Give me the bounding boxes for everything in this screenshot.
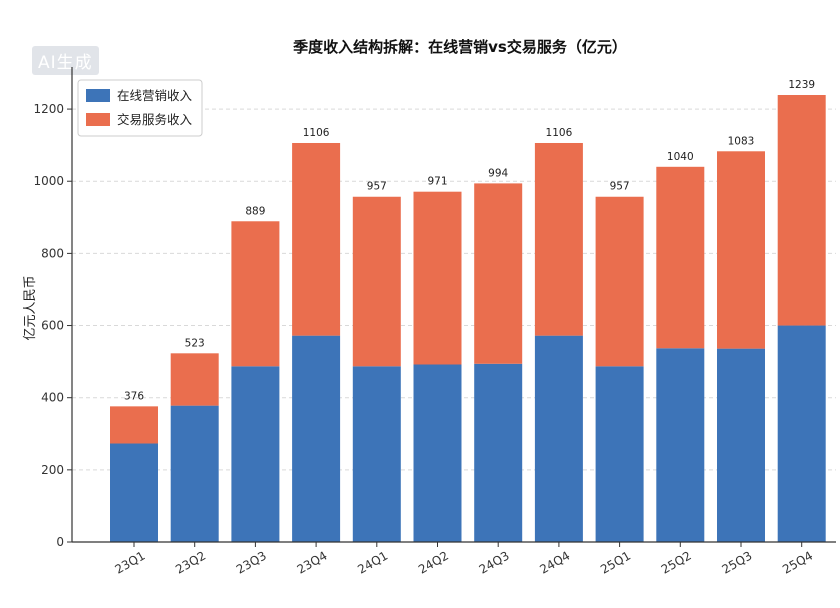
bars: 376 523 889 1106 957 971 994 1106 957 1040 1083 123…	[110, 79, 826, 542]
bar-trade-service	[777, 95, 826, 326]
bar-online-marketing	[534, 335, 583, 542]
y-tick-label: 0	[56, 535, 64, 549]
bar-total-label: 1106	[303, 127, 330, 139]
bar-online-marketing	[777, 325, 826, 542]
x-tick-label: 24Q2	[416, 548, 451, 576]
y-tick-label: 1200	[33, 102, 64, 116]
bar-trade-service	[231, 221, 280, 367]
bar-online-marketing	[352, 366, 401, 542]
bar-trade-service	[534, 142, 583, 336]
bar-trade-service	[170, 353, 219, 406]
x-tick-label: 25Q1	[598, 548, 633, 576]
bar-online-marketing	[656, 348, 705, 542]
legend-swatch-trade	[86, 113, 110, 126]
bar-total-label: 1083	[728, 135, 755, 147]
bar-online-marketing	[231, 366, 280, 542]
x-tick-label: 23Q4	[295, 548, 330, 576]
bar-total-label: 1040	[667, 151, 694, 163]
legend-swatch-online	[86, 89, 110, 102]
x-tick-label: 25Q2	[659, 548, 694, 576]
x-tick-label: 25Q3	[719, 548, 754, 576]
bar-total-label: 957	[367, 181, 387, 193]
y-tick-label: 1000	[33, 174, 64, 188]
y-axis-label: 亿元人民币	[23, 275, 38, 340]
bar-total-label: 1106	[546, 127, 573, 139]
legend: 在线营销收入 交易服务收入	[77, 79, 203, 137]
bar-online-marketing	[717, 348, 765, 542]
bar-online-marketing	[474, 363, 523, 542]
bar-total-label: 889	[245, 205, 265, 217]
bar-total-label: 994	[488, 167, 508, 179]
x-tick-label: 23Q2	[173, 548, 208, 576]
x-tick-label: 25Q4	[780, 548, 815, 576]
x-tick-label: 24Q1	[355, 548, 390, 576]
bar-total-label: 523	[185, 337, 205, 349]
bar-total-label: 957	[610, 181, 630, 193]
bar-online-marketing	[170, 405, 219, 542]
x-tick-label: 23Q3	[234, 548, 269, 576]
bar-online-marketing	[413, 364, 462, 542]
bar-trade-service	[656, 166, 705, 349]
y-tick-label: 400	[41, 391, 64, 405]
bar-trade-service	[352, 196, 401, 367]
x-tick-label: 23Q1	[112, 548, 147, 576]
bar-trade-service	[292, 142, 341, 336]
y-tick-label: 800	[41, 246, 64, 260]
bar-trade-service	[717, 151, 765, 349]
bar-total-label: 971	[427, 176, 447, 188]
legend-label-online: 在线营销收入	[117, 88, 193, 103]
bar-trade-service	[595, 196, 644, 367]
chart-title: 季度收入结构拆解：在线营销vs交易服务（亿元）	[293, 38, 627, 56]
bar-total-label: 1239	[788, 79, 815, 91]
y-tick-label: 600	[41, 319, 64, 333]
bar-online-marketing	[110, 443, 158, 542]
legend-label-trade: 交易服务收入	[117, 112, 193, 127]
bar-total-label: 376	[124, 390, 144, 402]
x-tick-label: 24Q4	[537, 548, 572, 576]
bar-trade-service	[413, 191, 462, 365]
bar-online-marketing	[595, 366, 644, 542]
ai-generated-watermark: AI生成	[32, 46, 99, 75]
x-tick-label: 24Q3	[477, 548, 512, 576]
bar-trade-service	[474, 183, 523, 364]
bar-online-marketing	[292, 335, 341, 542]
bar-trade-service	[110, 406, 158, 444]
y-tick-label: 200	[41, 463, 64, 477]
